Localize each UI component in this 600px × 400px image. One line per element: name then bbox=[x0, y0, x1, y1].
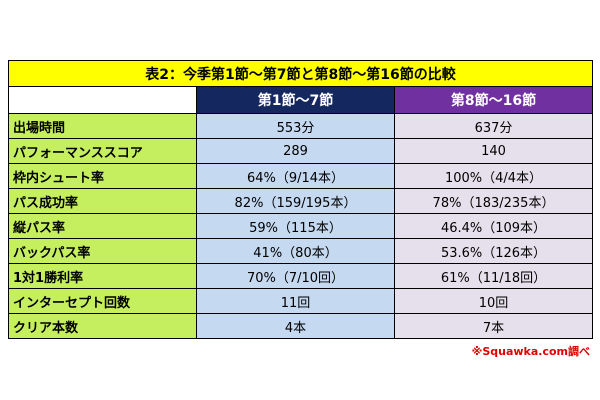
row-label: 縦パス率 bbox=[8, 213, 197, 239]
data-cell: 70%（7/10回） bbox=[196, 263, 395, 289]
source-note: ※Squawka.com調べ bbox=[471, 345, 590, 358]
row-label: 出場時間 bbox=[8, 113, 197, 139]
row-label: パス成功率 bbox=[8, 188, 197, 214]
data-cell: 553分 bbox=[196, 113, 395, 139]
row-label: 枠内シュート率 bbox=[8, 163, 197, 189]
data-cell: 140 bbox=[394, 138, 593, 164]
data-cell: 11回 bbox=[196, 288, 395, 314]
data-cell: 289 bbox=[196, 138, 395, 164]
table-body: 表2：今季第1節～第7節と第8節～第16節の比較 第1節～7節 第8節～16節 … bbox=[8, 60, 593, 339]
row-label: 1対1勝利率 bbox=[8, 263, 197, 289]
data-row: 縦パス率 59%（115本） 46.4%（109本） bbox=[8, 213, 593, 239]
row-label: バックパス率 bbox=[8, 238, 197, 264]
data-row: インターセプト回数 11回 10回 bbox=[8, 288, 593, 314]
comparison-table: 表2：今季第1節～第7節と第8節～第16節の比較 第1節～7節 第8節～16節 … bbox=[8, 60, 593, 339]
data-cell: 61%（11/18回） bbox=[394, 263, 593, 289]
title-row: 表2：今季第1節～第7節と第8節～第16節の比較 bbox=[8, 60, 593, 87]
table-title: 表2：今季第1節～第7節と第8節～第16節の比較 bbox=[8, 60, 593, 87]
data-row: 枠内シュート率 64%（9/14本） 100%（4/4本） bbox=[8, 163, 593, 189]
data-cell: 100%（4/4本） bbox=[394, 163, 593, 189]
data-cell: 41%（80本） bbox=[196, 238, 395, 264]
header-blank bbox=[8, 86, 197, 114]
data-row: パフォーマンススコア 289 140 bbox=[8, 138, 593, 164]
data-cell: 64%（9/14本） bbox=[196, 163, 395, 189]
row-label: クリア本数 bbox=[8, 313, 197, 339]
row-label: インターセプト回数 bbox=[8, 288, 197, 314]
data-row: 1対1勝利率 70%（7/10回） 61%（11/18回） bbox=[8, 263, 593, 289]
data-cell: 59%（115本） bbox=[196, 213, 395, 239]
row-label: パフォーマンススコア bbox=[8, 138, 197, 164]
data-cell: 4本 bbox=[196, 313, 395, 339]
data-row: 出場時間 553分 637分 bbox=[8, 113, 593, 139]
header-cell: 第8節～16節 bbox=[394, 86, 593, 114]
data-cell: 637分 bbox=[394, 113, 593, 139]
data-row: クリア本数 4本 7本 bbox=[8, 313, 593, 339]
data-row: パス成功率 82%（159/195本） 78%（183/235本） bbox=[8, 188, 593, 214]
header-cell: 第1節～7節 bbox=[196, 86, 395, 114]
header-row: 第1節～7節 第8節～16節 bbox=[8, 86, 593, 114]
data-cell: 53.6%（126本） bbox=[394, 238, 593, 264]
data-cell: 46.4%（109本） bbox=[394, 213, 593, 239]
data-cell: 82%（159/195本） bbox=[196, 188, 395, 214]
data-cell: 10回 bbox=[394, 288, 593, 314]
data-row: バックパス率 41%（80本） 53.6%（126本） bbox=[8, 238, 593, 264]
data-cell: 7本 bbox=[394, 313, 593, 339]
data-cell: 78%（183/235本） bbox=[394, 188, 593, 214]
